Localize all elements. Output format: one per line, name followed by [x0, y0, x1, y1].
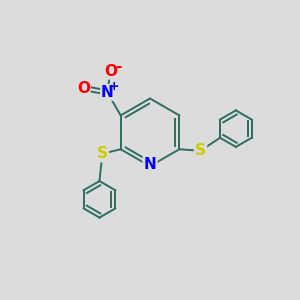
Text: -: -	[116, 59, 122, 74]
Text: O: O	[104, 64, 117, 79]
Text: S: S	[97, 146, 108, 161]
Text: +: +	[109, 80, 119, 93]
Text: O: O	[77, 80, 90, 95]
Text: S: S	[195, 143, 206, 158]
Text: N: N	[144, 157, 156, 172]
Text: N: N	[101, 85, 114, 100]
